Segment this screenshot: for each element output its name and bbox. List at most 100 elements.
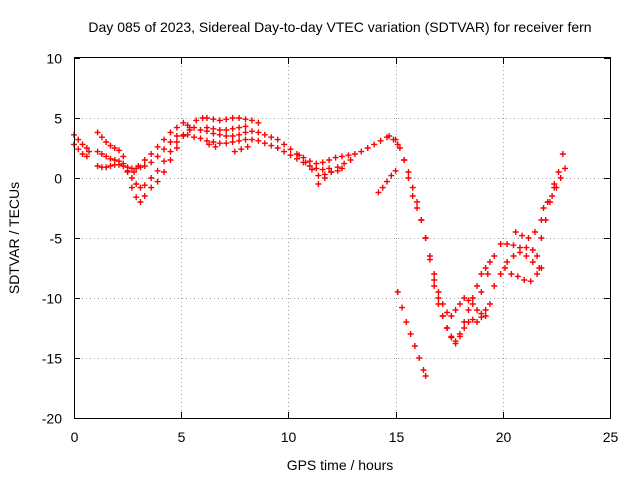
data-point (540, 205, 547, 211)
data-point (173, 145, 180, 151)
data-point (98, 134, 105, 141)
data-point (75, 146, 82, 153)
y-tick-label: -15 (42, 351, 62, 367)
data-point (281, 141, 288, 148)
data-point (203, 137, 210, 144)
data-point (420, 367, 427, 373)
data-point (116, 147, 123, 154)
series-track-C (94, 115, 206, 205)
data-point (469, 301, 476, 307)
data-point (461, 319, 468, 325)
series-track-H (184, 131, 333, 173)
data-point (229, 139, 236, 145)
data-point (534, 271, 541, 277)
series-track-M (315, 157, 354, 187)
data-point (238, 146, 245, 153)
data-point (444, 325, 451, 331)
data-point (469, 295, 476, 301)
data-point (319, 159, 326, 166)
data-point (236, 131, 243, 138)
y-tick-label: -20 (42, 411, 62, 427)
data-point (326, 165, 333, 172)
data-point (107, 163, 114, 169)
data-point (223, 140, 230, 147)
data-point (191, 124, 198, 131)
series-track-U (501, 265, 545, 285)
data-point (242, 129, 249, 136)
data-point (534, 253, 541, 259)
data-point (519, 232, 526, 239)
data-point (456, 331, 463, 337)
data-point (135, 163, 142, 169)
series-track-P (401, 157, 493, 347)
data-point (248, 117, 255, 124)
data-point (384, 178, 391, 185)
data-points (71, 115, 568, 379)
y-tick-label: 5 (54, 111, 62, 127)
data-point (103, 139, 110, 145)
data-point (478, 271, 485, 277)
series-track-K (206, 141, 251, 155)
data-point (148, 151, 155, 157)
data-point (161, 158, 168, 165)
data-point (377, 137, 384, 144)
data-point (326, 157, 333, 163)
data-point (521, 277, 528, 283)
data-point (486, 259, 493, 265)
data-point (94, 148, 101, 155)
y-tick-label: -5 (50, 231, 63, 247)
data-point (386, 133, 393, 139)
data-point (141, 157, 148, 163)
data-point (133, 181, 140, 187)
data-point (111, 145, 118, 151)
x-axis-label: GPS time / hours (287, 457, 394, 473)
data-point (274, 145, 281, 151)
data-point (223, 116, 230, 123)
data-point (154, 153, 161, 160)
data-point (236, 115, 243, 121)
data-point (486, 301, 493, 307)
data-point (375, 189, 382, 196)
data-point (478, 289, 485, 295)
data-point (379, 184, 386, 191)
data-point (394, 289, 401, 295)
data-point (448, 313, 455, 319)
data-point (167, 129, 174, 136)
data-point (414, 205, 421, 211)
data-point (334, 164, 341, 171)
data-point (364, 145, 371, 151)
data-point (167, 148, 174, 155)
data-point (197, 127, 204, 133)
data-point (345, 152, 352, 159)
data-point (148, 159, 155, 166)
series-track-V (534, 151, 566, 259)
data-point (223, 127, 230, 133)
data-point (491, 283, 498, 289)
data-point (523, 244, 530, 251)
data-point (523, 253, 530, 259)
data-point (319, 166, 326, 173)
data-point (426, 256, 433, 263)
data-point (216, 140, 223, 147)
data-point (328, 169, 335, 175)
data-point (141, 182, 148, 189)
data-point (141, 163, 148, 169)
data-point (456, 301, 463, 307)
data-point (242, 116, 249, 123)
data-point (137, 199, 144, 205)
data-point (452, 338, 459, 345)
series-track-D (94, 127, 193, 191)
data-point (154, 143, 161, 150)
chart-title: Day 085 of 2023, Sidereal Day-to-day VTE… (88, 19, 591, 35)
data-point (255, 137, 262, 144)
data-point (120, 163, 127, 169)
data-point (407, 331, 414, 337)
data-point (191, 134, 198, 141)
series-track-G (184, 122, 401, 167)
data-point (261, 140, 268, 147)
data-point (538, 235, 545, 241)
data-point (281, 148, 288, 155)
data-point (504, 259, 511, 265)
data-point (399, 304, 406, 311)
data-point (435, 289, 442, 295)
